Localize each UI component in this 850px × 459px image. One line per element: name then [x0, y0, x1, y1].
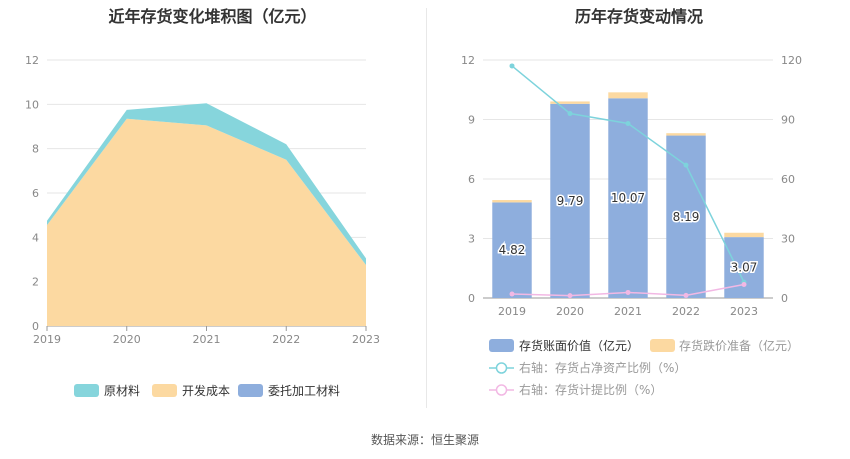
y-right-tick-label: 0	[781, 292, 788, 305]
y-left-tick-label: 12	[461, 54, 475, 67]
line-point	[567, 293, 573, 299]
legend-label: 开发成本	[182, 383, 230, 398]
y-tick-label: 10	[25, 98, 39, 111]
legend-label: 右轴：存货计提比例（%）	[519, 382, 662, 397]
line-point	[567, 111, 573, 117]
y-right-tick-label: 30	[781, 233, 795, 246]
bar-impairment-reserve	[492, 200, 532, 203]
y-left-tick-label: 3	[468, 233, 475, 246]
bar-book-value	[724, 237, 764, 298]
line-point	[625, 120, 631, 126]
x-tick-label: 2023	[352, 333, 380, 346]
legend-label: 存货跌价准备（亿元）	[679, 338, 799, 353]
y-left-tick-label: 0	[468, 292, 475, 305]
line-point	[625, 289, 631, 295]
x-tick-label: 2022	[672, 305, 700, 318]
legend-line-dot	[495, 362, 508, 374]
bar-book-value	[550, 103, 590, 298]
legend-label: 右轴：存货占净资产比例（%）	[519, 360, 686, 375]
right-chart-panel: 历年存货变动情况 0 3 6 9 12 0 30 60 90 120 2019 2020 2021 202…	[428, 0, 850, 410]
y-left-tick-label: 6	[468, 173, 475, 186]
y-left-tick-label: 9	[468, 114, 475, 127]
y-tick-label: 0	[32, 320, 39, 333]
bar-book-value	[608, 98, 648, 298]
legend-swatch	[152, 384, 177, 397]
bar-impairment-reserve	[550, 101, 590, 104]
left-chart-panel: 近年存货变化堆积图（亿元） 0 2 4 6 8 10 12 2019 2020 2021 2022 2…	[0, 0, 425, 410]
right-chart-title: 历年存货变动情况	[574, 7, 703, 26]
x-tick-label: 2023	[730, 305, 758, 318]
line-point	[509, 291, 515, 297]
panel-divider	[426, 8, 427, 408]
left-chart-title: 近年存货变化堆积图（亿元）	[108, 7, 317, 26]
bar-value-label: 10.07	[611, 191, 645, 205]
legend-swatch	[238, 384, 263, 397]
y-tick-label: 4	[32, 231, 39, 244]
x-tick-label: 2022	[272, 333, 300, 346]
area-series-1	[47, 118, 366, 326]
legend-label: 存货账面价值（亿元）	[519, 338, 639, 353]
legend-label: 原材料	[104, 384, 140, 398]
y-tick-label: 12	[25, 54, 39, 67]
y-right-tick-label: 60	[781, 173, 795, 186]
stacked-area-chart: 0 2 4 6 8 10 12 2019 2020 2021 2022 2023 原材料 开发成本 委托加工…	[25, 54, 380, 398]
y-right-tick-label: 90	[781, 114, 795, 127]
legend-label: 委托加工材料	[268, 384, 340, 398]
legend-line-dot	[495, 384, 508, 396]
y-tick-label: 2	[32, 276, 39, 289]
bar-book-value	[492, 202, 532, 298]
line-point	[741, 282, 747, 288]
bar-value-label: 3.07	[731, 261, 758, 275]
line-point	[683, 162, 689, 168]
y-right-tick-label: 120	[781, 54, 802, 67]
x-tick-label: 2019	[33, 333, 61, 346]
legend-swatch	[650, 339, 675, 352]
line-point	[509, 63, 515, 69]
legend-swatch	[74, 384, 99, 397]
bar-value-label: 9.79	[557, 194, 584, 208]
bar-impairment-reserve	[608, 92, 648, 99]
data-source-label: 数据来源：恒生聚源	[370, 433, 479, 447]
bar-value-label: 4.82	[499, 243, 526, 257]
x-tick-label: 2021	[614, 305, 642, 318]
x-tick-label: 2020	[556, 305, 584, 318]
bar-impairment-reserve	[724, 232, 764, 238]
bar-impairment-reserve	[666, 133, 706, 136]
bar-value-label: 8.19	[673, 210, 700, 224]
x-tick-label: 2019	[498, 305, 526, 318]
legend-swatch	[489, 339, 514, 352]
y-tick-label: 6	[32, 187, 39, 200]
y-tick-label: 8	[32, 143, 39, 156]
x-tick-label: 2021	[193, 333, 221, 346]
line-point	[683, 292, 689, 298]
x-tick-label: 2020	[113, 333, 141, 346]
